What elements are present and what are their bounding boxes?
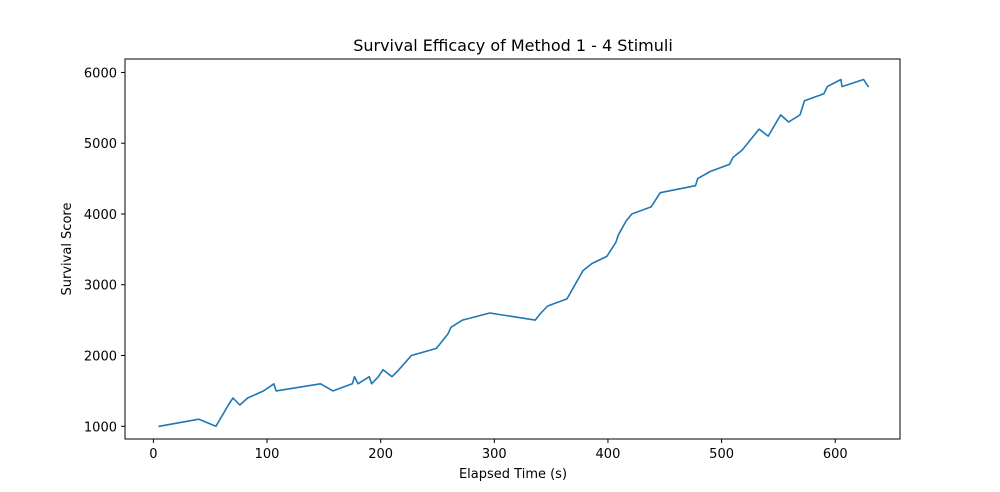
- y-tick-label: 5000: [84, 137, 117, 152]
- y-tick-label: 4000: [84, 208, 117, 223]
- x-tick-label: 500: [709, 447, 734, 462]
- series-line: [158, 78, 870, 428]
- series-layer: [158, 78, 870, 428]
- x-axis-label: Elapsed Time (s): [459, 467, 567, 482]
- y-axis-label: Survival Score: [60, 203, 75, 296]
- x-tick-label: 400: [596, 447, 621, 462]
- y-tick-label: 6000: [84, 66, 117, 81]
- x-tick-label: 100: [255, 447, 280, 462]
- x-tick-label: 300: [482, 447, 507, 462]
- x-tick-label: 200: [368, 447, 393, 462]
- y-axis-ticks: 1000 2000 3000 4000 5000 6000: [84, 66, 125, 435]
- y-tick-label: 1000: [84, 420, 117, 435]
- y-tick-label: 3000: [84, 279, 117, 294]
- x-tick-label: 600: [823, 447, 848, 462]
- x-tick-label: 0: [149, 447, 157, 462]
- plot-area: [124, 58, 901, 440]
- axes-frame: [124, 58, 901, 440]
- x-axis-ticks: 0 100 200 300 400 500 600: [149, 439, 848, 462]
- chart-title: Survival Efficacy of Method 1 - 4 Stimul…: [353, 36, 673, 55]
- y-tick-label: 2000: [84, 349, 117, 364]
